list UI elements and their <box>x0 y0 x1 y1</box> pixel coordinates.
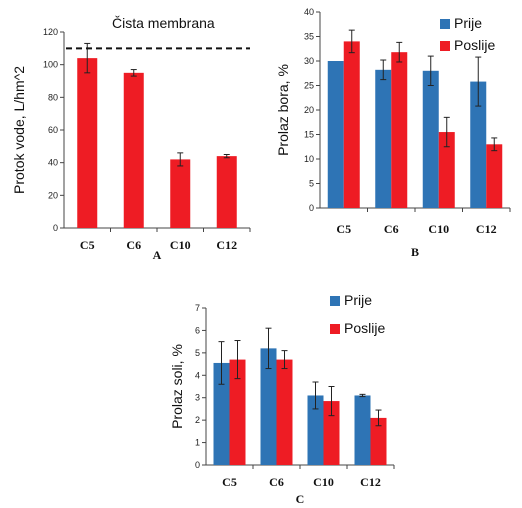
bar-poslije-C5 <box>343 41 360 209</box>
legend-swatch-prije <box>330 296 340 306</box>
bar-prije-C10 <box>307 395 324 465</box>
bar-prije-C6 <box>375 69 392 208</box>
bar-poslije-C10 <box>323 401 340 465</box>
chart-A: 0 20 40 60 80 100 120 C5 C6 C10 C12 Čista membrana P… <box>11 15 251 262</box>
bar-poslije-C6 <box>391 52 408 209</box>
x-tick-label: C10 <box>170 238 191 252</box>
bar-prije-C10 <box>422 70 439 208</box>
panel-label: A <box>153 248 162 262</box>
y-tick-label: 5 <box>195 348 200 358</box>
bar-value-C5 <box>77 58 98 229</box>
x-tick-label: C5 <box>222 475 237 489</box>
y-tick-label: 0 <box>309 203 314 213</box>
x-tick-label: C5 <box>80 238 95 252</box>
y-tick-label: 0 <box>195 460 200 470</box>
bar-poslije-C5 <box>229 359 246 465</box>
y-axis-title: Prolaz soli, % <box>169 344 185 429</box>
legend-swatch-poslije <box>330 324 340 334</box>
legend-label-poslije: Poslije <box>344 320 385 336</box>
x-tick-label: C6 <box>126 238 141 252</box>
legend-label-prije: Prije <box>454 15 482 31</box>
bar-poslije-C12 <box>370 417 387 465</box>
y-tick-label: 40 <box>304 7 314 17</box>
x-tick-label: C10 <box>313 475 334 489</box>
chart-C: 0 1 2 3 4 5 6 7 C5 C6 C10 C12 Prolaz soli, % Prije Pos… <box>169 292 395 506</box>
y-tick-label: 4 <box>195 370 200 380</box>
y-tick-label: 3 <box>195 393 200 403</box>
x-tick-label: C5 <box>336 222 351 236</box>
bar-poslije-C10 <box>438 132 455 208</box>
x-tick-label: C10 <box>428 222 449 236</box>
y-tick-label: 120 <box>43 27 58 37</box>
chart-B: 0 5 10 15 20 25 30 35 40 C5 C6 C10 C12 Prolaz bora, %… <box>275 7 511 259</box>
y-tick-label: 25 <box>304 81 314 91</box>
y-tick-label: 6 <box>195 325 200 335</box>
y-tick-label: 35 <box>304 32 314 42</box>
y-tick-label: 10 <box>304 154 314 164</box>
y-tick-label: 40 <box>48 158 58 168</box>
bar-prije-C12 <box>354 395 371 465</box>
x-tick-label: C12 <box>216 238 237 252</box>
y-tick-label: 2 <box>195 415 200 425</box>
x-tick-label: C12 <box>360 475 381 489</box>
x-tick-label: C12 <box>476 222 497 236</box>
y-axis-title: Prolaz bora, % <box>275 64 291 156</box>
bar-poslije-C6 <box>276 359 293 465</box>
x-tick-label: C6 <box>269 475 284 489</box>
legend-label-poslije: Poslije <box>454 37 495 53</box>
bar-value-C6 <box>123 72 144 228</box>
y-tick-label: 60 <box>48 125 58 135</box>
bar-value-C12 <box>216 156 237 228</box>
bar-value-C10 <box>170 159 191 228</box>
y-axis-title: Protok vode, L/hm^2 <box>11 66 27 194</box>
y-tick-label: 30 <box>304 56 314 66</box>
legend-swatch-prije <box>440 19 450 29</box>
panel-label: B <box>411 245 419 259</box>
legend-swatch-poslije <box>440 41 450 51</box>
y-tick-label: 100 <box>43 60 58 70</box>
y-tick-label: 0 <box>53 223 58 233</box>
y-tick-label: 1 <box>195 438 200 448</box>
bar-prije-C12 <box>470 81 487 208</box>
bar-poslije-C12 <box>486 144 503 208</box>
bar-prije-C5 <box>327 61 344 208</box>
panel-label: C <box>296 492 305 506</box>
bar-prije-C5 <box>213 362 230 465</box>
y-tick-label: 80 <box>48 92 58 102</box>
y-tick-label: 15 <box>304 130 314 140</box>
reference-line-label: Čista membrana <box>112 15 215 31</box>
y-tick-label: 20 <box>304 105 314 115</box>
y-tick-label: 20 <box>48 190 58 200</box>
y-tick-label: 5 <box>309 179 314 189</box>
legend-label-prije: Prije <box>344 292 372 308</box>
x-tick-label: C6 <box>384 222 399 236</box>
bar-prije-C6 <box>260 348 277 465</box>
y-tick-label: 7 <box>195 303 200 313</box>
